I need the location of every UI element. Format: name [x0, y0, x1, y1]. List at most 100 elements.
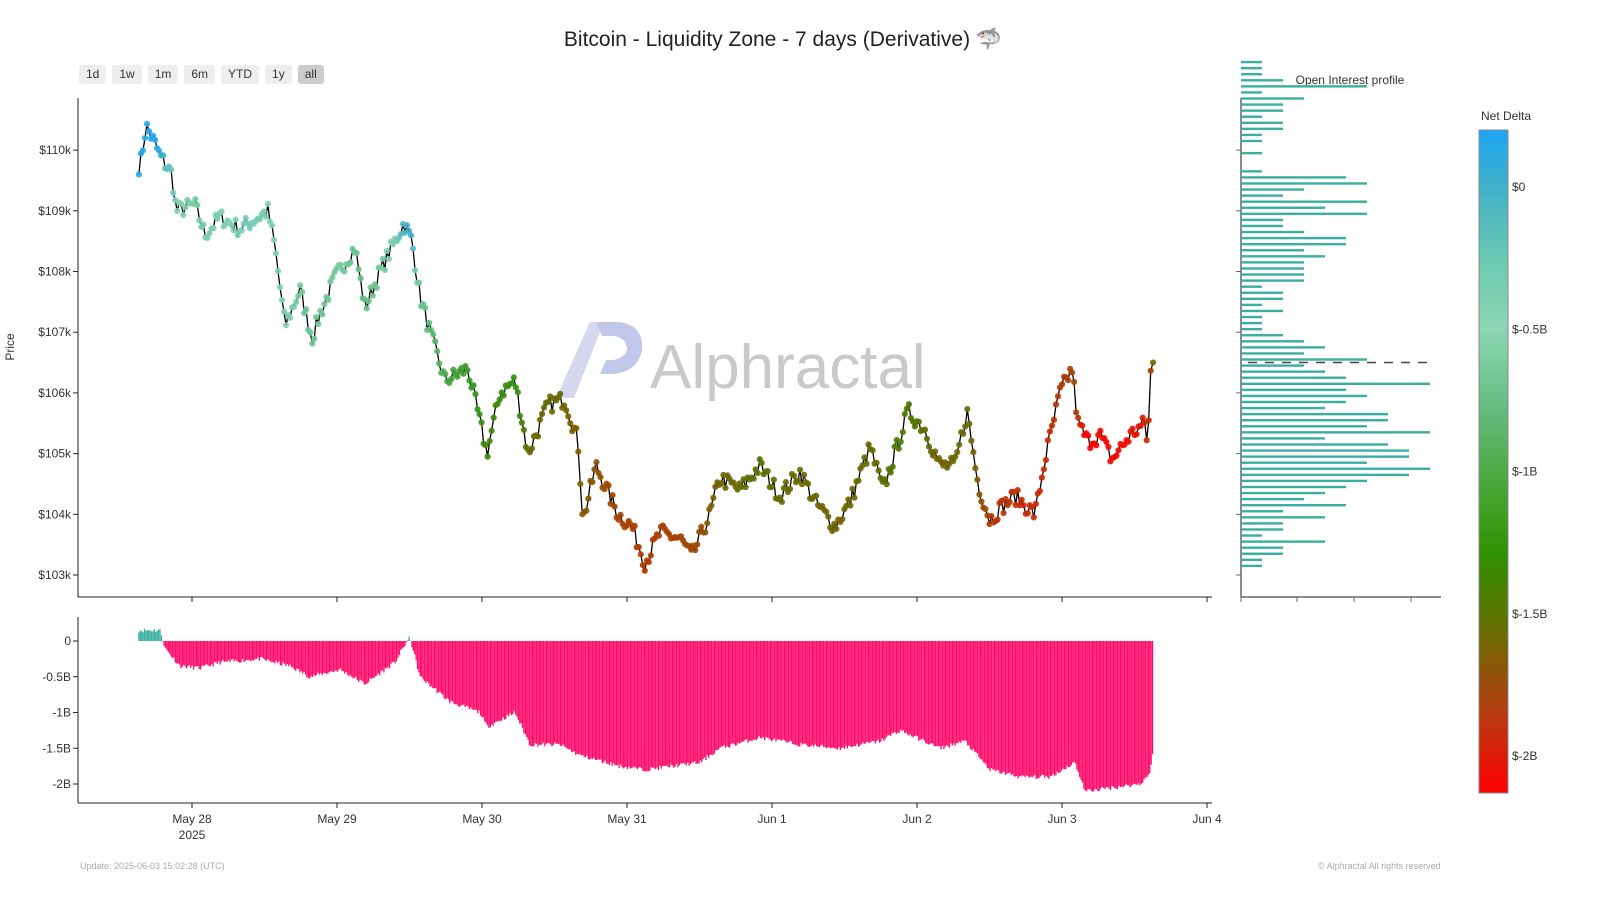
price-point — [647, 552, 654, 559]
copyright: © Alphractal All rights reserved — [1318, 861, 1441, 871]
price-point — [905, 401, 912, 408]
price-point — [182, 204, 189, 211]
price-point — [482, 442, 489, 449]
price-point — [518, 419, 525, 426]
price-point — [143, 120, 151, 127]
price-point — [915, 418, 923, 425]
price-point — [573, 425, 580, 432]
colorbar-tick-label: $-1.5B — [1512, 607, 1547, 621]
price-point — [839, 516, 846, 523]
price-point — [264, 200, 272, 208]
price-point — [135, 171, 143, 178]
price-point — [561, 402, 568, 409]
price-point — [474, 406, 481, 413]
price-point — [403, 222, 411, 229]
price-point — [1073, 409, 1080, 416]
date-tick-label: Jun 4 — [1192, 812, 1222, 826]
oi-bar — [1241, 461, 1367, 464]
price-point — [1125, 438, 1132, 445]
date-tick-label: May 28 — [172, 812, 212, 826]
price-point — [466, 377, 473, 384]
range-1y-button[interactable]: 1y — [265, 65, 292, 84]
oi-bar — [1241, 121, 1283, 124]
oi-bar — [1241, 103, 1283, 106]
price-point — [319, 311, 326, 318]
price-point — [800, 471, 808, 478]
price-point — [563, 407, 570, 414]
price-point — [422, 304, 429, 312]
range-all-button[interactable]: all — [297, 65, 324, 84]
price-point — [764, 468, 771, 475]
oi-bar — [1241, 267, 1304, 270]
price-point — [585, 495, 592, 502]
price-point — [1075, 414, 1082, 421]
price-point — [655, 532, 663, 539]
oi-bar — [1241, 564, 1262, 568]
range-selector: 1d 1w 1m 6m YTD 1y all — [79, 65, 324, 84]
price-point — [488, 427, 495, 434]
price-point — [956, 441, 963, 448]
date-tick-label: May 30 — [462, 812, 502, 826]
oi-bar — [1241, 558, 1262, 562]
price-point — [141, 134, 149, 142]
price-point — [597, 473, 604, 481]
price-point — [1024, 510, 1031, 517]
price-point — [1071, 378, 1078, 385]
price-point — [1050, 416, 1058, 423]
colorbar-tick-label: $-2B — [1512, 749, 1537, 763]
colorbar-tick-label: $-1B — [1512, 465, 1537, 479]
date-tick-year: 2025 — [179, 828, 206, 842]
price-point — [1052, 401, 1060, 408]
price-point — [565, 413, 572, 420]
price-point — [210, 225, 217, 232]
price-point — [694, 541, 701, 548]
price-point — [863, 460, 870, 467]
price-point — [875, 467, 882, 474]
update-timestamp: Update: 2025-06-03 15:02:28 (UTC) — [80, 861, 225, 871]
oi-bar — [1241, 467, 1430, 470]
range-1m-button[interactable]: 1m — [147, 65, 179, 84]
oi-bar — [1241, 412, 1388, 416]
oi-bar — [1241, 449, 1409, 452]
price-point — [528, 445, 536, 452]
price-point — [276, 284, 284, 291]
range-ytd-button[interactable]: YTD — [221, 65, 260, 84]
price-point — [849, 485, 856, 492]
price-tick-label: $106k — [38, 386, 72, 400]
price-point — [486, 437, 493, 445]
price-point — [813, 492, 820, 499]
range-6m-button[interactable]: 6m — [184, 65, 216, 84]
range-1w-button[interactable]: 1w — [112, 65, 142, 84]
oi-bar — [1241, 346, 1325, 349]
oi-bar — [1241, 358, 1367, 361]
oi-bar — [1241, 485, 1346, 489]
price-point — [242, 214, 249, 222]
price-point — [379, 255, 386, 262]
price-point — [200, 221, 207, 228]
delta-tick-label: -2B — [52, 777, 71, 791]
price-point — [430, 331, 437, 338]
price-point — [476, 411, 483, 418]
oi-bar — [1241, 400, 1346, 404]
oi-bar — [1241, 534, 1262, 537]
price-point — [931, 448, 939, 455]
price-point — [434, 348, 441, 355]
price-point — [883, 481, 890, 488]
price-point — [409, 245, 417, 252]
range-1d-button[interactable]: 1d — [79, 65, 107, 84]
oi-profile-title: Open Interest profile — [1296, 73, 1405, 87]
price-point — [540, 404, 548, 411]
price-point — [847, 502, 854, 509]
chart-title: Bitcoin - Liquidity Zone - 7 days (Deriv… — [563, 28, 1003, 51]
oi-bar — [1241, 127, 1283, 131]
price-point — [1137, 422, 1144, 429]
price-point — [353, 249, 360, 257]
price-point — [593, 459, 600, 466]
price-point — [976, 491, 983, 498]
price-point — [544, 398, 552, 406]
oi-bar — [1241, 242, 1346, 246]
price-point — [534, 433, 542, 440]
price-point — [897, 438, 904, 445]
delta-tick-label: 0 — [64, 634, 71, 648]
price-point — [960, 430, 967, 437]
